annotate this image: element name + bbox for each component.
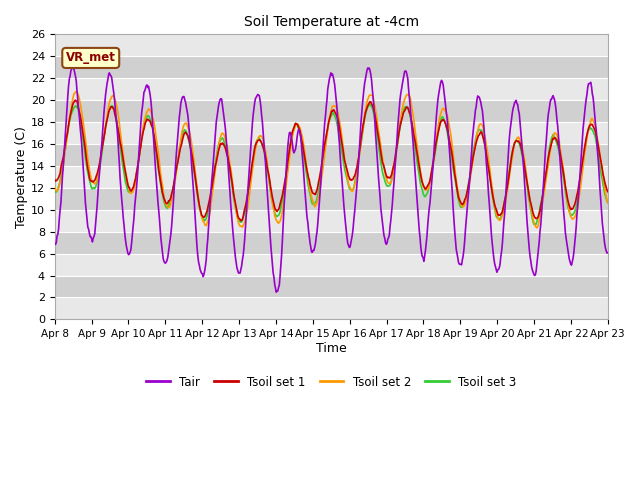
Bar xyxy=(55,210,608,232)
Text: VR_met: VR_met xyxy=(66,51,116,64)
Bar xyxy=(55,100,608,122)
Bar xyxy=(55,232,608,253)
Title: Soil Temperature at -4cm: Soil Temperature at -4cm xyxy=(244,15,419,29)
Bar xyxy=(55,253,608,276)
Bar xyxy=(55,78,608,100)
Bar xyxy=(55,276,608,298)
Bar xyxy=(55,56,608,78)
Bar xyxy=(55,144,608,166)
Y-axis label: Temperature (C): Temperature (C) xyxy=(15,126,28,228)
Bar xyxy=(55,298,608,319)
Legend: Tair, Tsoil set 1, Tsoil set 2, Tsoil set 3: Tair, Tsoil set 1, Tsoil set 2, Tsoil se… xyxy=(141,371,521,393)
Bar xyxy=(55,122,608,144)
Bar xyxy=(55,166,608,188)
X-axis label: Time: Time xyxy=(316,342,347,355)
Bar xyxy=(55,188,608,210)
Bar xyxy=(55,35,608,56)
